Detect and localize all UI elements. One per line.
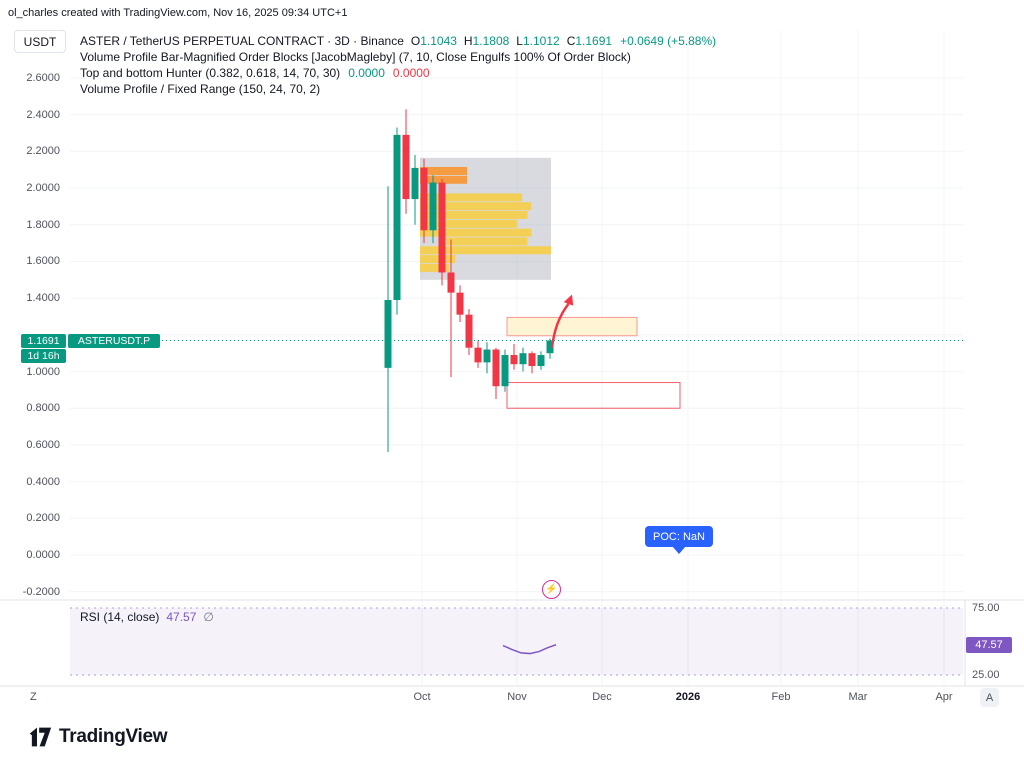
low-label: L bbox=[516, 34, 523, 48]
rsi-scale-lower: 25.00 bbox=[972, 669, 1000, 681]
time-tick: Feb bbox=[771, 691, 791, 703]
high-value: 1.1808 bbox=[472, 34, 510, 48]
price-tick: -0.2000 bbox=[22, 585, 60, 598]
candle-countdown-badge: 1d 16h bbox=[21, 349, 66, 363]
lightning-icon: ⚡ bbox=[545, 583, 558, 595]
indicator-row-top-bottom-hunter[interactable]: Top and bottom Hunter (0.382, 0.618, 14,… bbox=[80, 65, 716, 81]
price-tick: 0.6000 bbox=[26, 438, 60, 451]
attribution-text: ol_charles created with TradingView.com,… bbox=[8, 7, 348, 19]
candle-body bbox=[546, 340, 554, 354]
rsi-scale-upper: 75.00 bbox=[972, 602, 1000, 614]
candle-body bbox=[492, 349, 500, 387]
candle-body bbox=[456, 292, 464, 315]
drawing-boxes-layer bbox=[506, 316, 681, 409]
low-value: 1.1012 bbox=[522, 34, 560, 48]
symbol-legend-row[interactable]: ASTER / TetherUS PERPETUAL CONTRACT · 3D… bbox=[80, 33, 716, 49]
candle-body bbox=[501, 355, 509, 387]
candle-body bbox=[528, 353, 536, 367]
time-tick: Nov bbox=[507, 691, 527, 703]
separators bbox=[0, 599, 1024, 687]
time-tick: Apr bbox=[935, 691, 953, 703]
close-label: C bbox=[566, 34, 576, 48]
rsi-title: RSI (14, close) bbox=[80, 610, 160, 624]
price-tick: 1.0000 bbox=[26, 365, 60, 378]
candle-body bbox=[519, 353, 527, 365]
candle-body bbox=[438, 182, 446, 273]
price-tick: 0.8000 bbox=[26, 402, 60, 415]
indicator-title: Volume Profile Bar-Magnified Order Block… bbox=[80, 50, 631, 64]
symbol-price-badge: ASTERUSDT.P bbox=[68, 334, 160, 348]
candle-body bbox=[510, 355, 518, 365]
timezone-button[interactable]: Z bbox=[30, 691, 37, 703]
time-tick: Mar bbox=[848, 691, 868, 703]
candle-body bbox=[429, 182, 437, 231]
price-tick: 1.4000 bbox=[26, 292, 60, 305]
empty-set-icon: ∅ bbox=[203, 610, 214, 624]
open-value: 1.1043 bbox=[420, 34, 457, 48]
time-tick: 2026 bbox=[675, 691, 701, 703]
price-tick: 2.2000 bbox=[26, 145, 60, 158]
candle-body bbox=[384, 299, 392, 368]
price-tick: 2.6000 bbox=[26, 72, 60, 84]
symbol-title: ASTER / TetherUS PERPETUAL CONTRACT · 3D… bbox=[80, 34, 404, 48]
price-tick: 0.0000 bbox=[26, 549, 60, 561]
tradingview-logo-icon[interactable] bbox=[28, 725, 52, 749]
hunter-value-2: 0.0000 bbox=[392, 66, 430, 80]
price-axis-unit-button[interactable]: USDT bbox=[14, 30, 66, 53]
open-label: O bbox=[410, 34, 421, 48]
indicator-title: Volume Profile / Fixed Range (150, 24, 7… bbox=[80, 82, 321, 96]
candle-body bbox=[537, 355, 545, 367]
flash-emoji-marker[interactable]: ⚡ bbox=[542, 579, 561, 599]
candle-body bbox=[447, 272, 455, 293]
footer: TradingView bbox=[28, 725, 168, 749]
time-tick: Oct bbox=[413, 691, 431, 703]
rsi-value: 47.57 bbox=[166, 610, 197, 624]
price-tick: 2.4000 bbox=[26, 108, 60, 121]
indicator-title: Top and bottom Hunter (0.382, 0.618, 14,… bbox=[80, 66, 341, 80]
indicator-row-volume-profile-fixed-range[interactable]: Volume Profile / Fixed Range (150, 24, 7… bbox=[80, 81, 716, 97]
time-tick: Dec bbox=[592, 691, 612, 703]
candles-layer bbox=[384, 109, 554, 453]
close-value: 1.1691 bbox=[575, 34, 613, 48]
rsi-legend-row[interactable]: RSI (14, close) 47.57 ∅ bbox=[80, 610, 214, 624]
change-value: +0.0649 (+5.88%) bbox=[620, 34, 717, 48]
candle-body bbox=[474, 347, 482, 363]
candle-body bbox=[420, 167, 428, 231]
tradingview-brand[interactable]: TradingView bbox=[59, 726, 168, 747]
rsi-value-badge: 47.57 bbox=[966, 637, 1012, 653]
high-label: H bbox=[463, 34, 473, 48]
rsi-line bbox=[502, 644, 557, 655]
poc-tooltip: POC: NaN bbox=[645, 526, 713, 548]
auto-scale-button[interactable]: A bbox=[980, 688, 999, 707]
price-tick: 1.6000 bbox=[26, 255, 60, 268]
candle-body bbox=[483, 349, 491, 363]
legend: ASTER / TetherUS PERPETUAL CONTRACT · 3D… bbox=[80, 33, 716, 97]
candle-body bbox=[465, 314, 473, 348]
indicator-row-volume-profile-order-blocks[interactable]: Volume Profile Bar-Magnified Order Block… bbox=[80, 49, 716, 65]
current-price-badge: 1.1691 bbox=[21, 334, 66, 348]
hunter-value-1: 0.0000 bbox=[348, 66, 385, 80]
rsi-band-layer bbox=[70, 607, 963, 676]
price-tick: 0.4000 bbox=[26, 475, 60, 488]
arrow-annotation bbox=[550, 294, 574, 348]
price-tick: 0.2000 bbox=[26, 512, 60, 525]
candle-body bbox=[393, 134, 401, 300]
price-tick: 1.8000 bbox=[26, 218, 60, 231]
candle-body bbox=[402, 134, 410, 200]
candle-body bbox=[411, 167, 419, 200]
price-tick: 2.0000 bbox=[26, 182, 60, 195]
